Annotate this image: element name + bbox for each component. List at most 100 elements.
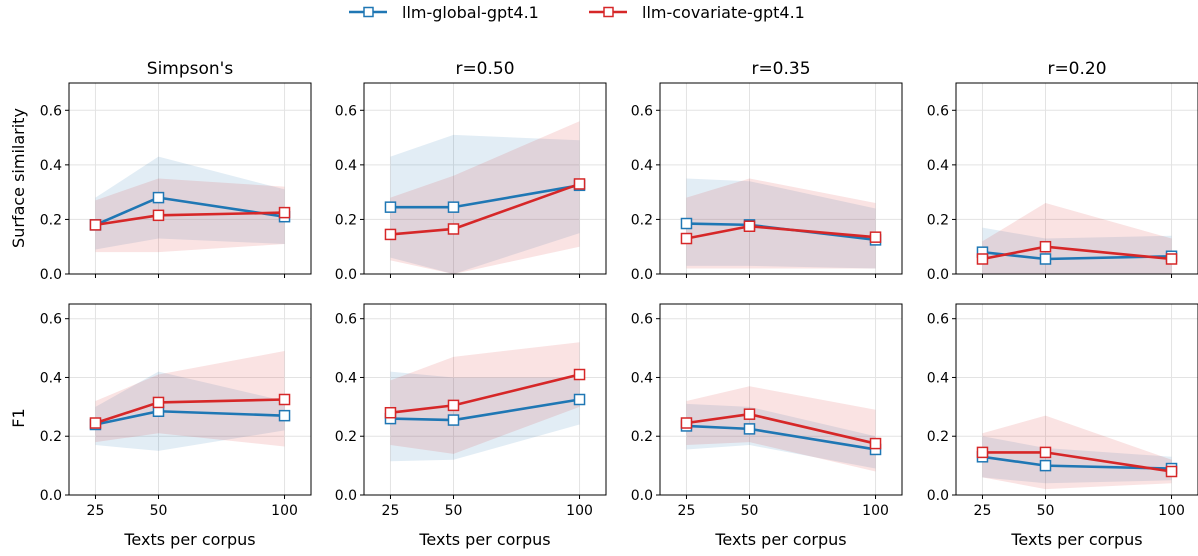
axes-frame xyxy=(363,82,607,275)
data-point-covariate xyxy=(278,393,291,406)
y-tick-label: 0.4 xyxy=(631,370,653,386)
x-tick-label: 50 xyxy=(150,503,168,519)
y-tick-label: 0.6 xyxy=(40,103,62,119)
legend-label: llm-covariate-gpt4.1 xyxy=(642,3,805,22)
axes-frame xyxy=(659,303,903,496)
data-point-covariate xyxy=(976,253,989,265)
y-tick-label: 0.2 xyxy=(335,429,357,445)
data-point-covariate xyxy=(573,368,586,381)
data-point-global xyxy=(447,414,460,426)
y-tick-label: 0.0 xyxy=(335,488,357,504)
y-tick-label: 0.0 xyxy=(631,267,653,283)
y-tick-label: 0.2 xyxy=(40,429,62,445)
x-tick-label: 50 xyxy=(445,503,463,519)
data-point-covariate xyxy=(1039,240,1052,253)
y-tick-label: 0.2 xyxy=(631,212,653,228)
subplot-8: 0.0 0.2 0.4 0.6 25 50 100 xyxy=(927,303,1198,519)
y-tick-label: 0.6 xyxy=(631,312,653,328)
y-tick-label: 0.2 xyxy=(927,429,949,445)
row-label-surface-similarity: Surface similarity xyxy=(9,108,28,248)
subplot-3: 0.0 0.2 0.4 0.6 xyxy=(631,82,903,283)
legend-entry-global: llm-global-gpt4.1 xyxy=(349,3,539,22)
column-title: Simpson's xyxy=(147,59,234,79)
axes-frame xyxy=(68,303,312,496)
legend-label: llm-global-gpt4.1 xyxy=(402,3,539,22)
y-tick-label: 0.0 xyxy=(40,267,62,283)
x-axis-label: Texts per corpus xyxy=(714,530,846,549)
data-point-covariate xyxy=(152,209,165,222)
data-point-global xyxy=(447,201,460,213)
column-title: r=0.50 xyxy=(455,59,514,79)
data-point-covariate xyxy=(278,206,291,219)
legend-swatch-marker xyxy=(363,6,374,18)
data-point-global xyxy=(152,191,165,204)
y-tick-label: 0.6 xyxy=(927,312,949,328)
y-tick-label: 0.0 xyxy=(335,267,357,283)
data-point-covariate xyxy=(447,399,460,412)
subplot-1: 0.0 0.2 0.4 0.6 xyxy=(40,82,312,283)
x-tick-label: 25 xyxy=(382,503,400,519)
data-point-covariate xyxy=(89,219,102,231)
data-point-covariate xyxy=(1039,446,1052,459)
row-label-f1: F1 xyxy=(9,408,28,427)
y-tick-label: 0.4 xyxy=(40,158,62,174)
x-tick-label: 25 xyxy=(974,503,992,519)
confidence-band-covariate xyxy=(390,121,580,274)
y-tick-label: 0.0 xyxy=(927,488,949,504)
y-tick-label: 0.4 xyxy=(631,158,653,174)
column-title: r=0.35 xyxy=(751,59,810,79)
data-point-global xyxy=(1039,459,1052,472)
x-axis-label: Texts per corpus xyxy=(123,530,255,549)
y-tick-label: 0.6 xyxy=(631,103,653,119)
x-tick-label: 50 xyxy=(741,503,759,519)
y-tick-label: 0.4 xyxy=(335,370,357,386)
axes-frame xyxy=(659,82,903,275)
subplot-4: 0.0 0.2 0.4 0.6 xyxy=(927,82,1198,283)
data-point-covariate xyxy=(869,231,882,243)
subplot-6: 0.0 0.2 0.4 0.6 25 50 100 xyxy=(335,303,607,519)
confidence-band-global xyxy=(390,371,580,462)
y-tick-label: 0.4 xyxy=(927,370,949,386)
x-tick-label: 100 xyxy=(271,503,298,519)
confidence-band-global xyxy=(686,178,876,269)
y-tick-label: 0.4 xyxy=(927,158,949,174)
x-tick-label: 25 xyxy=(678,503,696,519)
y-tick-label: 0.2 xyxy=(335,212,357,228)
legend-swatch-marker xyxy=(603,6,614,18)
panels: 0.00.20.40.60.00.20.40.60.00.20.40.60.00… xyxy=(40,82,1198,519)
y-tick-label: 0.2 xyxy=(40,212,62,228)
x-tick-label: 100 xyxy=(566,503,593,519)
subplot-5: 0.0 0.2 0.4 0.6 25 50 100 xyxy=(40,303,312,519)
data-point-covariate xyxy=(680,232,693,245)
data-point-covariate xyxy=(573,178,586,190)
data-point-global xyxy=(1039,253,1052,265)
data-point-covariate xyxy=(743,408,756,420)
y-tick-label: 0.6 xyxy=(927,103,949,119)
confidence-band-global xyxy=(686,403,876,469)
data-point-covariate xyxy=(384,228,397,241)
data-point-covariate xyxy=(869,437,882,450)
x-tick-label: 25 xyxy=(87,503,105,519)
data-point-covariate xyxy=(447,223,460,235)
column-title: r=0.20 xyxy=(1047,59,1106,79)
confidence-band-covariate xyxy=(686,386,876,472)
confidence-band-covariate xyxy=(95,351,285,447)
confidence-band-global xyxy=(390,134,580,274)
data-point-global xyxy=(680,217,693,230)
y-tick-label: 0.0 xyxy=(631,488,653,504)
x-axis-label: Texts per corpus xyxy=(1010,530,1142,549)
data-point-covariate xyxy=(152,396,165,409)
x-axis-label: Texts per corpus xyxy=(418,530,550,549)
x-tick-label: 100 xyxy=(862,503,889,519)
data-point-covariate xyxy=(743,220,756,232)
y-tick-label: 0.4 xyxy=(335,158,357,174)
legend-entry-covariate: llm-covariate-gpt4.1 xyxy=(589,3,805,22)
x-tick-label: 100 xyxy=(1158,503,1185,519)
axes-frame xyxy=(955,82,1198,275)
confidence-band-covariate xyxy=(686,178,876,269)
axes-frame xyxy=(955,303,1198,496)
y-tick-label: 0.4 xyxy=(40,370,62,386)
confidence-band-global xyxy=(982,436,1172,484)
y-tick-label: 0.0 xyxy=(927,267,949,283)
